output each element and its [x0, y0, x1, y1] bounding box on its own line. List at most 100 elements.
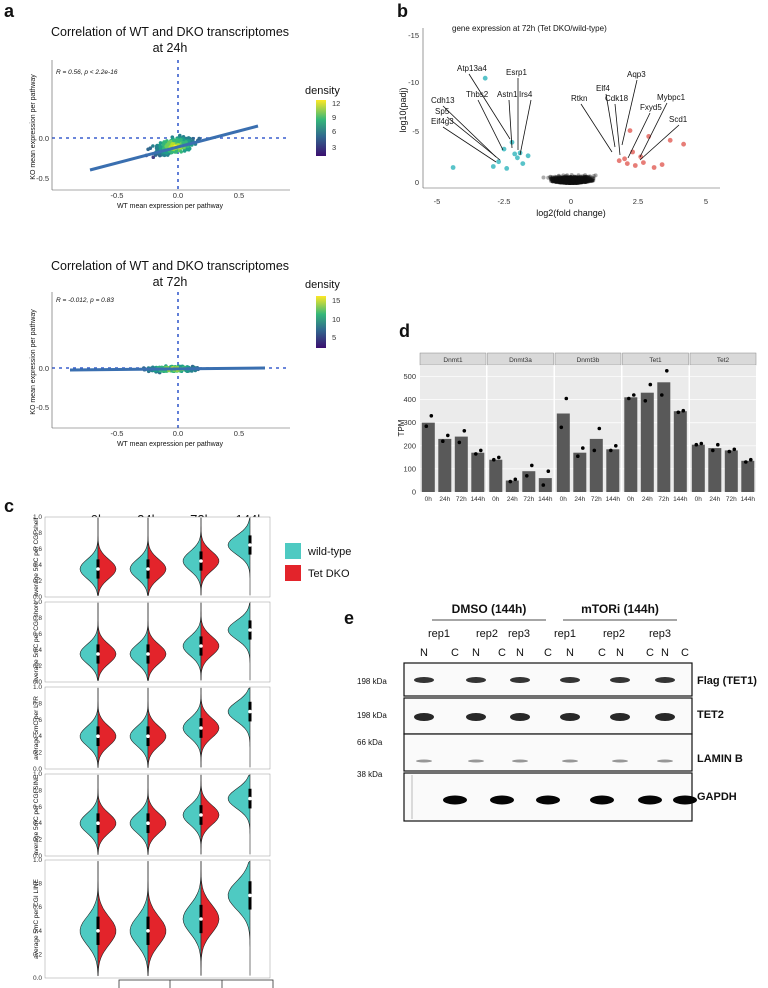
- facet-strip-label: Tet1: [649, 357, 662, 364]
- volcano-point: [576, 178, 581, 183]
- volcano-point: [568, 175, 573, 179]
- volcano-point: [562, 180, 567, 185]
- gene-leader-line: [508, 99, 513, 149]
- volcano-point: [586, 174, 591, 179]
- panel-c-bottom-box: [118, 979, 274, 988]
- violin-row-ytick: 1.0: [33, 514, 42, 521]
- volcano-point: [561, 178, 566, 183]
- volcano-point: [565, 180, 570, 185]
- bar: [624, 397, 638, 492]
- gene-label: Aqp3: [627, 70, 646, 79]
- facet-strip-label: Dnmt1: [443, 357, 463, 364]
- volcano-point: [570, 177, 575, 182]
- volcano-point: [579, 178, 584, 183]
- panel-a-bottom: Correlation of WT and DKO transcriptomes…: [30, 259, 340, 448]
- volcano-point: [559, 177, 564, 182]
- lane-label: N: [420, 647, 428, 659]
- volcano-point: [571, 180, 576, 185]
- volcano-point: [571, 178, 576, 183]
- volcano-point: [570, 180, 575, 185]
- volcano-point: [576, 179, 581, 184]
- volcano-point: [569, 180, 574, 185]
- volcano-point: [555, 177, 560, 182]
- volcano-point: [578, 174, 583, 179]
- volcano-point: [578, 180, 583, 185]
- volcano-point: [558, 177, 563, 182]
- volcano-point: [583, 176, 588, 181]
- violin-half-wild-type: [227, 860, 251, 976]
- volcano-point: [579, 179, 584, 184]
- band-tet2: [510, 713, 530, 721]
- volcano-point: [571, 178, 576, 183]
- volcano-point: [568, 176, 573, 181]
- volcano-point: [560, 180, 564, 185]
- volcano-point: [568, 179, 573, 184]
- volcano-point: [563, 179, 568, 184]
- bar: [421, 422, 435, 492]
- volcano-point: [566, 178, 571, 183]
- volcano-point: [562, 177, 567, 182]
- volcano-point: [571, 177, 576, 181]
- volcano-point: [546, 175, 551, 180]
- volcano-point: [557, 178, 562, 183]
- bar: [657, 382, 671, 492]
- volcano-point: [565, 180, 570, 185]
- volcano-point: [577, 178, 582, 183]
- volcano-point: [580, 175, 585, 180]
- volcano-point: [569, 178, 574, 183]
- volcano-point: [570, 178, 575, 183]
- volcano-point: [566, 180, 571, 185]
- volcano-point: [563, 179, 568, 184]
- volcano-point: [568, 180, 573, 185]
- volcano-point: [575, 179, 580, 183]
- volcano-point: [560, 179, 565, 184]
- volcano-point: [564, 179, 569, 184]
- violin-half-tet-dko: [147, 687, 167, 768]
- volcano-point: [579, 179, 584, 183]
- volcano-point: [571, 180, 576, 184]
- volcano-point: [564, 179, 569, 184]
- volcano-point: [555, 179, 560, 184]
- volcano-point: [580, 176, 585, 181]
- gene-label: Cdh13: [431, 96, 455, 105]
- volcano-point: [587, 176, 592, 181]
- volcano-point: [563, 180, 568, 185]
- volcano-point: [579, 177, 584, 182]
- volcano-point: [562, 178, 567, 183]
- panel-d-ytick: 200: [403, 441, 416, 450]
- volcano-point: [572, 178, 576, 183]
- volcano-point: [574, 180, 579, 185]
- volcano-point: [578, 179, 583, 184]
- volcano-point: [568, 179, 573, 184]
- data-point: [609, 448, 613, 453]
- scatter-point: [182, 149, 187, 153]
- volcano-point: [569, 177, 574, 182]
- volcano-point: [570, 178, 575, 183]
- data-point: [576, 454, 580, 459]
- panel-a-top-fit-line: [89, 124, 259, 172]
- volcano-point: [590, 178, 595, 183]
- volcano-point: [568, 179, 573, 184]
- volcano-point: [558, 178, 563, 183]
- volcano-point: [574, 177, 579, 182]
- volcano-point: [562, 180, 567, 185]
- volcano-point: [575, 179, 580, 184]
- volcano-point: [580, 179, 585, 183]
- volcano-point: [588, 179, 593, 184]
- volcano-point: [559, 177, 564, 182]
- volcano-point: [582, 178, 587, 183]
- volcano-point: [564, 175, 569, 180]
- volcano-point: [569, 179, 574, 184]
- volcano-point: [567, 175, 572, 180]
- volcano-point: [564, 179, 569, 184]
- volcano-point: [581, 178, 586, 183]
- panel-a-bottom-ytick: -0.5: [36, 403, 49, 412]
- scatter-point: [170, 142, 175, 146]
- volcano-point: [576, 180, 581, 185]
- band-flag-tet1: [655, 677, 675, 683]
- legend-label-wild-type: wild-type: [307, 546, 351, 558]
- volcano-point: [563, 180, 567, 185]
- volcano-point: [571, 179, 576, 184]
- volcano-point: [566, 179, 571, 183]
- volcano-point: [568, 180, 573, 184]
